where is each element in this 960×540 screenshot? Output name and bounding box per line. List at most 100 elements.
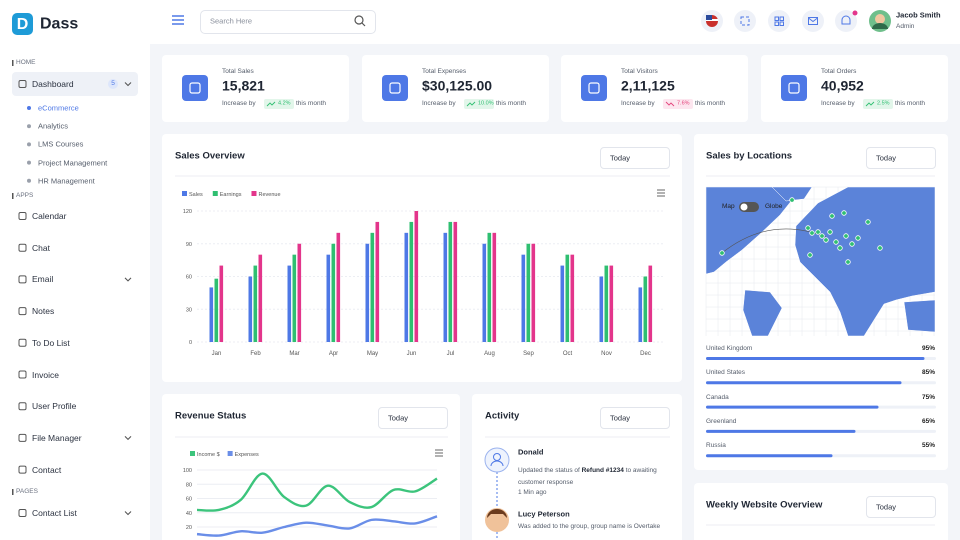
y-tick-label: 120 [183,209,192,215]
nav-icon [18,370,27,379]
filter-dropdown[interactable] [866,496,936,518]
line-series [196,472,438,512]
sub-dot [27,106,31,110]
activity-text: Was added to the group, group name is Ov… [518,523,661,531]
nav-item[interactable]: To Do List [32,337,70,348]
x-tick-label: Dec [640,351,651,357]
stat-icon-glyph [389,82,401,94]
map-marker [815,229,821,235]
nav-item[interactable]: Email [32,274,54,285]
nav-item[interactable]: Dashboard [32,78,74,89]
location-name: Greenland [706,417,737,425]
activity-avatar-body [490,460,504,467]
activity-avatar-hair [487,509,507,518]
filter-dropdown[interactable] [378,407,448,429]
sub-nav-item[interactable]: eCommerce [38,103,79,113]
legend-label: Earnings [220,192,242,198]
map-marker [877,245,883,251]
stat-suffix: this month [496,100,526,108]
nav-item[interactable]: Invoice [32,369,59,380]
bar [297,243,302,342]
stat-value: 2,11,125 [621,77,675,94]
toggle-label: Map [722,203,735,211]
map-marker [809,230,815,236]
nav-item[interactable]: User Profile [32,401,77,412]
bar [526,243,531,342]
nav-item[interactable]: Calendar [32,210,67,221]
bar [638,287,643,342]
change-chip [264,99,294,109]
trend-arrow [865,101,875,107]
sub-nav-item[interactable]: HR Management [38,176,95,186]
search-icon[interactable] [354,15,366,27]
stat-prefix: Increase by [222,100,256,108]
card-title: Weekly Website Overview [706,499,823,511]
legend-swatch [251,191,257,196]
bar [404,232,409,342]
trend-arrow [466,101,476,107]
map-marker [823,237,829,243]
sub-nav-item[interactable]: Project Management [38,158,108,168]
nav-icon [18,80,27,88]
nav-item[interactable]: Notes [32,306,55,316]
nav-icon [18,307,27,316]
legend-swatch [190,451,195,456]
bar [531,243,536,342]
search-placeholder: Search Here [210,16,253,26]
filter-dropdown[interactable] [600,407,670,429]
filter-dropdown[interactable] [866,147,936,169]
user-name: Jacob Smith [896,10,941,20]
stat-icon-glyph [189,82,201,94]
nav-item[interactable]: Contact List [32,507,77,518]
location-percent: 95% [921,345,935,353]
activity-text: Updated the status of Refund #1234 to aw… [518,465,678,489]
nav-icon [18,433,27,442]
nav-item[interactable]: File Manager [32,432,82,443]
brand-name: Dass [40,15,79,33]
nav-item[interactable]: Chat [32,242,50,253]
bar [453,221,458,342]
stat-change: 4.2% [278,100,291,107]
bar [443,232,448,342]
nav-icon [18,243,27,252]
location-percent: 55% [921,442,935,450]
y-tick-label: 100 [183,468,192,474]
section-title: APPS [16,192,34,200]
bar [219,265,224,342]
trend-arrow [266,101,276,107]
x-tick-label: Oct [563,351,573,357]
activity-name: Donald [518,447,544,457]
bar [648,265,653,342]
x-tick-label: May [367,351,378,357]
location-percent: 85% [921,369,935,377]
header-icons[interactable] [701,10,891,32]
search-box[interactable] [200,10,376,34]
chevron [124,277,132,282]
map-marker [855,235,861,241]
stat-change: 7.6% [677,100,690,107]
menu-toggle[interactable] [172,15,184,25]
bar [560,265,565,342]
activity-text-part: Refund #1234 [581,467,624,474]
chevron [124,82,132,87]
activity-time: 1 Min ago [518,489,547,497]
bar [604,265,609,342]
map-marker [789,197,795,203]
sub-nav-item[interactable]: Analytics [38,121,69,131]
nav-item[interactable]: Contact [32,464,62,475]
y-tick-label: 20 [186,525,192,531]
sub-nav-item[interactable]: LMS Courses [38,139,84,149]
section-icon [12,193,14,199]
section-title: HOME [16,59,36,67]
y-tick-label: 0 [189,340,192,346]
x-tick-label: Jul [447,351,455,357]
stat-icon [781,75,807,101]
nav-icon [18,509,27,517]
y-tick-label: 40 [186,511,192,517]
bar [599,276,604,342]
stat-value: 40,952 [821,77,864,94]
bar [487,232,492,342]
map-land [903,299,936,333]
filter-dropdown[interactable] [600,147,670,169]
dropdown-label: Today [388,413,409,423]
